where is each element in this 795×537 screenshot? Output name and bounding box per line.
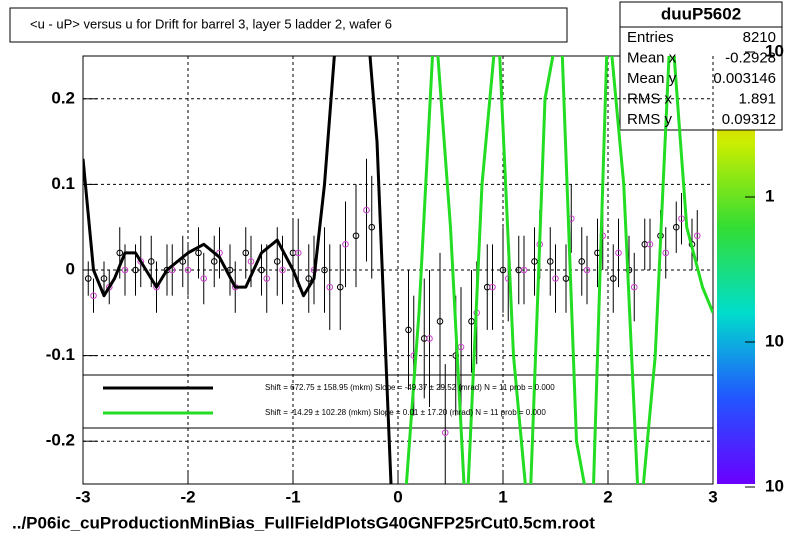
stats-label: RMS y (627, 111, 673, 128)
y-tick-label: -0.1 (46, 345, 75, 364)
point (263, 275, 271, 282)
point (405, 326, 412, 334)
point (363, 206, 370, 214)
stats-value: 8210 (743, 29, 776, 46)
y-tick-label: -0.2 (46, 431, 75, 450)
fit-curve (404, 56, 713, 484)
point (546, 258, 554, 265)
point (436, 318, 444, 325)
x-tick-label: 1 (498, 487, 507, 506)
point (693, 232, 701, 240)
point (562, 275, 570, 282)
point (552, 275, 559, 282)
point (258, 266, 265, 274)
fit-curve (83, 56, 393, 484)
stats-title: duuP5602 (661, 4, 741, 23)
stats-value: -0.2928 (725, 49, 776, 66)
y-tick-label: 0.2 (51, 88, 75, 107)
point (100, 275, 108, 282)
title-box (9, 7, 568, 43)
point (200, 275, 208, 282)
point (630, 283, 638, 291)
point (583, 266, 591, 274)
point (441, 429, 449, 436)
point (195, 249, 202, 257)
point (184, 266, 192, 274)
stats-label: Mean y (627, 70, 677, 87)
point (499, 266, 507, 274)
point (210, 258, 218, 265)
point (368, 223, 376, 231)
point (147, 258, 155, 265)
x-tick-label: 0 (393, 487, 402, 506)
z-tick-label: 10 (765, 476, 784, 495)
point (520, 266, 528, 274)
stats-label: Mean x (627, 49, 677, 66)
point (116, 249, 124, 257)
stats-label: Entries (627, 29, 674, 46)
point (90, 292, 97, 299)
z-tick-label: 10 (765, 331, 784, 350)
point (531, 258, 538, 265)
point (336, 283, 344, 291)
y-tick-label: 0 (66, 259, 75, 278)
stats-value: 0.09312 (722, 111, 776, 128)
x-tick-label: -1 (285, 487, 300, 506)
stats-label: RMS x (627, 90, 673, 107)
point (294, 249, 302, 257)
point (305, 275, 313, 282)
point (242, 249, 250, 257)
point (273, 258, 281, 265)
point (609, 275, 617, 282)
footer: ../P06ic_cuProductionMinBias_FullFieldPl… (12, 513, 595, 532)
chart-title: <u - uP> versus u for Drift for barrel 3… (30, 16, 392, 31)
point (662, 249, 670, 257)
z-tick-label: 1 (765, 186, 774, 205)
legend-label: Shift = 672.75 ± 158.95 (mkm) Slope = -4… (265, 383, 555, 392)
point (352, 232, 360, 240)
x-tick-label: 2 (603, 487, 612, 506)
point (578, 258, 586, 265)
point (672, 223, 680, 231)
point (489, 283, 496, 291)
stats-value: 1.891 (738, 90, 776, 107)
stats-value: 0.003146 (713, 70, 776, 87)
x-tick-label: -2 (180, 487, 195, 506)
point (342, 241, 349, 248)
point (646, 241, 654, 248)
stats-box (619, 1, 783, 131)
point (321, 266, 328, 274)
point (326, 283, 334, 291)
point (84, 275, 92, 282)
point (678, 215, 685, 222)
point (132, 266, 139, 274)
point (247, 258, 255, 265)
plot-area (83, 56, 713, 484)
point (121, 266, 129, 274)
y-tick-label: 0.1 (51, 174, 75, 193)
x-tick-label: -3 (75, 487, 90, 506)
point (615, 249, 622, 257)
point (426, 335, 433, 342)
z-tick-label: 10 (765, 41, 784, 60)
x-tick-label: 3 (708, 487, 717, 506)
legend-label: Shift = -14.29 ± 102.28 (mkm) Slope = 0.… (265, 408, 546, 417)
point (279, 266, 286, 274)
